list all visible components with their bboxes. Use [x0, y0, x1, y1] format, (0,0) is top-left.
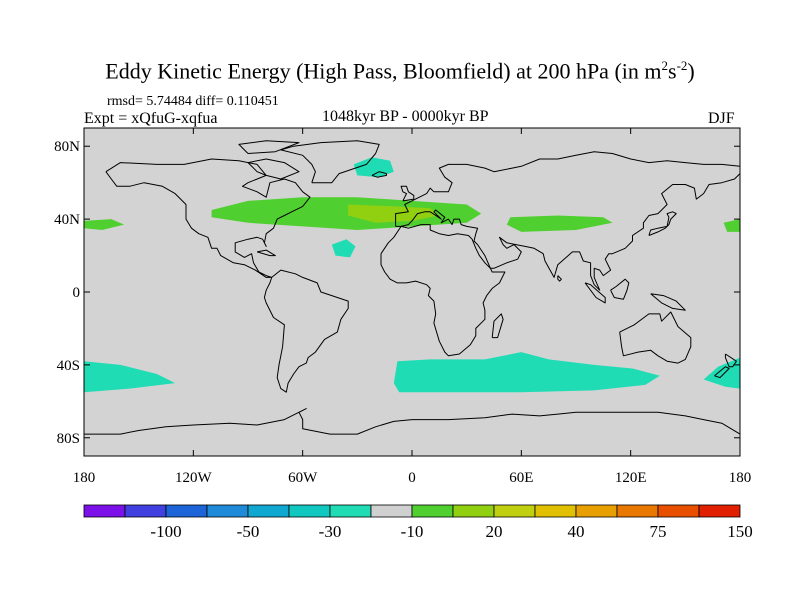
x-tick-label: 0 — [408, 470, 416, 486]
coast-sumatra — [584, 282, 606, 304]
colorbar-label: 20 — [486, 522, 503, 541]
colorbar-swatch — [206, 504, 249, 518]
coast-eurasia — [395, 151, 741, 291]
region-pacific-west-edge — [84, 219, 125, 230]
coast-madagascar — [491, 313, 504, 339]
colorbar-swatch — [616, 504, 659, 518]
colorbar-label: -100 — [150, 522, 181, 541]
chart-title-close: ) — [687, 58, 695, 84]
colorbar-swatch — [247, 504, 290, 518]
chart-title-sup1: 2 — [661, 58, 669, 73]
colorbar-swatch — [534, 504, 577, 518]
y-tick-label: 0 — [73, 285, 81, 301]
coast-new-guinea — [650, 293, 686, 311]
coast-africa — [380, 224, 506, 357]
y-tick-label: 40N — [54, 212, 80, 228]
y-tick-label: 40S — [57, 358, 80, 374]
colorbar-swatch — [83, 504, 126, 518]
colorbar-label: 75 — [650, 522, 667, 541]
colorbar-swatch — [370, 504, 413, 518]
map-plot — [83, 127, 741, 457]
colorbar-swatch — [698, 504, 741, 518]
coast-north-america — [105, 158, 311, 278]
experiment-label: Expt = xQfuG-xqfua — [84, 110, 218, 127]
colorbar-swatch — [411, 504, 454, 518]
coast-greenland — [280, 140, 380, 184]
rmsd-label: rmsd= 5.74484 diff= 0.110451 — [107, 94, 279, 109]
x-tick-label: 120W — [175, 470, 213, 486]
colorbar-label: -10 — [401, 522, 424, 541]
colorbar-swatch — [329, 504, 372, 518]
coast-antarctica — [84, 408, 741, 435]
colorbar-swatch — [165, 504, 208, 518]
coast-australia — [619, 311, 692, 364]
coast-south-america — [263, 269, 349, 393]
region-nordic-seas — [353, 157, 394, 178]
chart-title-sup2: -2 — [676, 58, 688, 73]
colorbar-swatch — [288, 504, 331, 518]
coast-ellesmere — [238, 140, 300, 154]
region-southern-ocean-pacific-east — [703, 357, 740, 389]
map-background — [84, 128, 740, 456]
colorbar-swatch — [575, 504, 618, 518]
colorbar-label: 40 — [568, 522, 585, 541]
x-tick-label: 180 — [729, 470, 752, 486]
colorbar-label: -50 — [237, 522, 260, 541]
y-axis: 80N 40N 0 40S 80S — [54, 139, 740, 447]
season-label: DJF — [708, 110, 735, 127]
colorbar-swatch — [493, 504, 536, 518]
colorbar-label: 150 — [727, 522, 753, 541]
x-axis: 180 120W 60W 0 60E 120E 180 — [73, 128, 752, 486]
colorbar: -100 -50 -30 -10 20 40 75 150 — [83, 504, 753, 541]
region-southern-ocean-pacific-west — [84, 361, 176, 393]
chart-title-main: Eddy Kinetic Energy (High Pass, Bloomfie… — [105, 58, 662, 84]
chart-title: Eddy Kinetic Energy (High Pass, Bloomfie… — [0, 58, 800, 84]
coast-new-zealand — [724, 353, 737, 368]
coast-iceland — [371, 171, 387, 178]
coast-cuba — [256, 249, 276, 257]
coast-new-zealand-south — [714, 366, 730, 379]
x-tick-label: 60W — [288, 470, 318, 486]
colorbar-swatch — [657, 504, 700, 518]
coastlines — [84, 140, 741, 435]
region-asia-band — [506, 215, 613, 232]
region-n-atlantic-jet-outer — [211, 197, 482, 230]
coast-japan — [648, 211, 677, 236]
x-tick-label: 180 — [73, 470, 96, 486]
x-tick-label: 60E — [509, 470, 533, 486]
x-tick-label: 120E — [615, 470, 647, 486]
coast-baffin — [247, 158, 300, 180]
colorbar-swatch — [124, 504, 167, 518]
eke-anomaly-regions — [84, 157, 740, 393]
period-label: 1048kyr BP - 0000kyr BP — [322, 108, 489, 125]
region-southern-ocean-indian — [393, 352, 660, 393]
colorbar-swatch — [452, 504, 495, 518]
coast-sri-lanka — [557, 275, 562, 282]
coast-great-britain — [400, 185, 415, 202]
region-central-atlantic — [331, 239, 356, 258]
coast-borneo — [610, 278, 630, 300]
y-tick-label: 80N — [54, 139, 80, 155]
y-tick-label: 80S — [57, 431, 80, 447]
colorbar-label: -30 — [319, 522, 342, 541]
region-n-atlantic-jet-core — [348, 204, 440, 223]
chart-title-mid: s — [668, 58, 677, 84]
region-pacific-east-edge — [723, 219, 740, 232]
